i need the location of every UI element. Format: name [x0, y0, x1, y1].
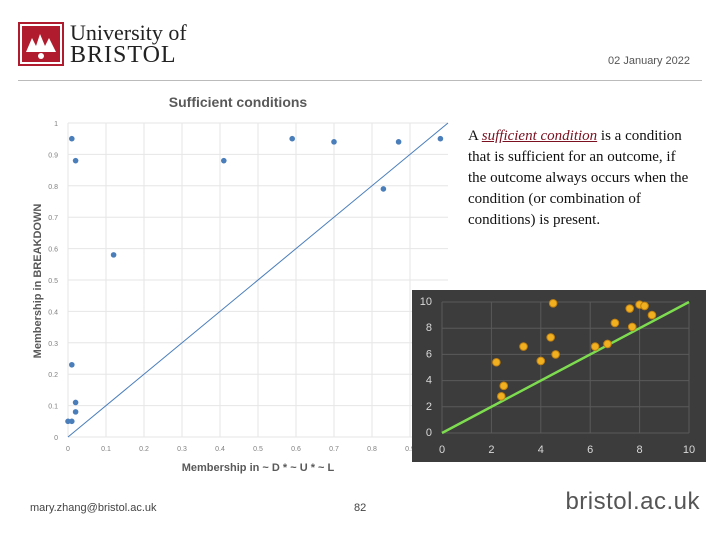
- sufficient-conditions-chart: 0 0.1 0.2 0.3 0.4 0.5 0.6 0.7 0.8 0.9 0 0.1 0.2 0.3 0…: [18, 85, 458, 480]
- footer-brand: bristol.ac.uk: [565, 488, 700, 515]
- y-tick-label: 4: [426, 375, 432, 387]
- data-point: [437, 135, 444, 142]
- data-point: [69, 135, 75, 142]
- inset-diagonal-line: [441, 300, 690, 435]
- y-tick-label: 8: [426, 322, 432, 334]
- x-tick-label: 0.5: [253, 446, 263, 453]
- data-point: [492, 357, 501, 367]
- y-tick-label: 2: [426, 401, 432, 413]
- y-tick-label: 0.9: [48, 152, 58, 159]
- data-point: [551, 350, 560, 359]
- y-tick-label: 0.3: [48, 341, 58, 348]
- data-point: [603, 339, 612, 349]
- x-tick-label: 10: [683, 444, 695, 456]
- data-point: [380, 186, 387, 192]
- data-point: [499, 381, 509, 391]
- data-point: [519, 342, 528, 351]
- y-tick-label: 0.4: [48, 309, 58, 316]
- data-point: [640, 301, 649, 311]
- x-tick-label: 0.1: [101, 446, 111, 453]
- y-tick-label: 1: [54, 121, 58, 128]
- logo-line2: BRISTOL: [70, 42, 177, 68]
- data-point: [625, 304, 635, 313]
- x-tick-label: 0.7: [329, 446, 339, 453]
- y-tick-label: 0: [54, 435, 58, 442]
- data-point: [496, 392, 506, 401]
- header-divider: [18, 80, 702, 81]
- y-tick-label: 0.7: [48, 215, 58, 222]
- page-number: 82: [354, 502, 367, 514]
- x-tick-label: 4: [538, 444, 544, 456]
- data-point: [69, 361, 75, 368]
- definition-body: is a condition that is sufficient for an…: [468, 128, 689, 228]
- data-point: [72, 399, 79, 406]
- data-point: [72, 157, 79, 164]
- x-tick-label: 0: [439, 444, 445, 456]
- data-point: [221, 157, 227, 164]
- y-tick-label: 0.6: [48, 247, 58, 254]
- university-logo: University of BRISTOL: [18, 20, 187, 72]
- data-point: [610, 318, 620, 328]
- y-tick-label: 0: [426, 427, 432, 439]
- y-tick-label: 0.1: [48, 404, 58, 411]
- x-tick-label: 0.9: [405, 446, 415, 453]
- x-tick-label: 0.4: [215, 446, 225, 453]
- y-tick-label: 6: [426, 348, 432, 360]
- diagonal-line: [67, 122, 449, 438]
- definition-prefix: A: [468, 128, 482, 144]
- data-point: [627, 322, 637, 332]
- chart-title: Sufficient conditions: [169, 94, 308, 110]
- data-point: [590, 342, 600, 351]
- x-tick-label: 0.3: [177, 446, 187, 453]
- data-point: [69, 418, 75, 425]
- data-point: [548, 299, 558, 308]
- definition-emphasis: sufficient condition: [481, 128, 598, 144]
- inset-scatter-chart: 0 2 4 6 8 10 0 2 4 6 8 10: [412, 290, 706, 462]
- y-tick-label: 0.8: [48, 184, 58, 191]
- x-tick-label: 0.2: [139, 446, 149, 453]
- x-tick-label: 6: [587, 444, 593, 456]
- x-tick-label: 2: [488, 444, 494, 456]
- data-point: [72, 409, 79, 415]
- crest-icon: [18, 22, 64, 66]
- y-tick-label: 10: [420, 296, 432, 308]
- x-tick-label: 8: [637, 444, 643, 456]
- x-tick-label: 0.8: [367, 446, 377, 453]
- data-point: [395, 139, 402, 145]
- slide-date: 02 January 2022: [608, 55, 690, 67]
- y-axis-label: Membership in BREAKDOWN: [32, 204, 44, 359]
- x-axis-label: Membership in ~ D * ~ U * ~ L: [182, 462, 335, 474]
- data-point: [110, 252, 117, 258]
- definition-text: A sufficient condition is a condition th…: [468, 126, 693, 231]
- x-tick-label: 0.6: [291, 446, 301, 453]
- x-tick-label: 0: [66, 446, 70, 453]
- y-tick-label: 0.5: [48, 278, 58, 285]
- data-point: [536, 356, 546, 366]
- y-tick-label: 0.2: [48, 372, 58, 379]
- logo-line1: University of: [70, 20, 187, 45]
- data-point: [647, 310, 657, 320]
- data-point: [331, 139, 337, 145]
- data-point: [289, 135, 296, 142]
- footer-email: mary.zhang@bristol.ac.uk: [30, 502, 157, 514]
- data-point: [546, 333, 555, 342]
